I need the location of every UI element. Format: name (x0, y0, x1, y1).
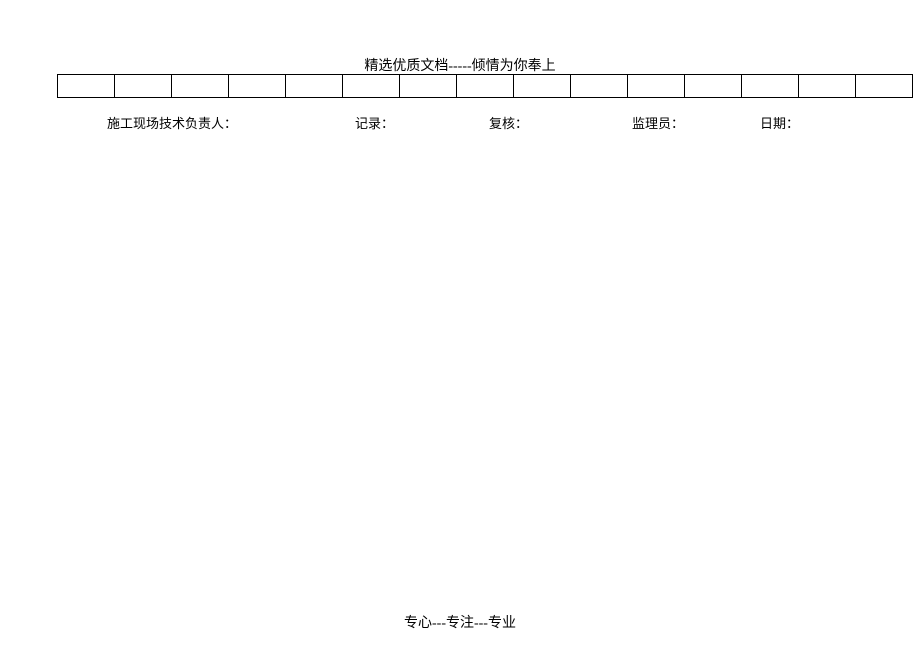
table-cell (856, 75, 913, 98)
table-cell (400, 75, 457, 98)
table-row (58, 75, 913, 98)
signature-supervisor: 监理员： (632, 113, 684, 132)
table-cell (685, 75, 742, 98)
grid-table-container (57, 74, 913, 98)
page-footer: 专心---专注---专业 (0, 612, 920, 632)
table-cell (628, 75, 685, 98)
table-cell (343, 75, 400, 98)
table-cell (457, 75, 514, 98)
table-cell (799, 75, 856, 98)
table-cell (286, 75, 343, 98)
table-cell (115, 75, 172, 98)
grid-table (57, 74, 913, 98)
table-cell (514, 75, 571, 98)
table-cell (571, 75, 628, 98)
table-cell (229, 75, 286, 98)
table-cell (58, 75, 115, 98)
signature-date: 日期： (760, 113, 799, 132)
signature-reviewer: 复核： (489, 113, 528, 132)
signature-site-tech-lead: 施工现场技术负责人： (107, 113, 237, 132)
table-cell (172, 75, 229, 98)
page-header: 精选优质文档-----倾情为你奉上 (0, 55, 920, 75)
table-cell (742, 75, 799, 98)
signature-recorder: 记录： (355, 113, 394, 132)
